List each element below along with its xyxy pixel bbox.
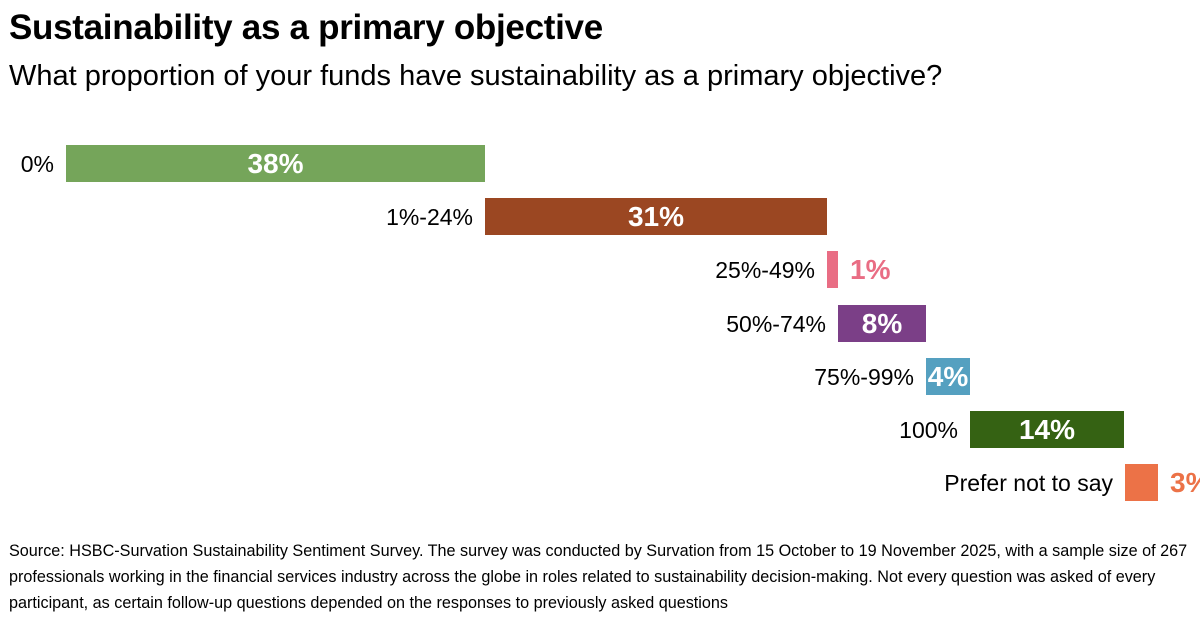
bar: [970, 411, 1124, 448]
data-label: 8%: [861, 307, 903, 339]
category-label: 25%-49%: [715, 257, 815, 284]
waterfall-chart: 0% 38% 1%-24% 31% 25%-49% 1% 50%-74% 8% 75%-99% 4…: [20, 145, 1200, 502]
data-label: 38%: [247, 148, 304, 179]
data-label: 3%: [1170, 467, 1200, 499]
source-note: Source: HSBC-Survation Sustainability Se…: [9, 542, 1188, 612]
bar: [1125, 464, 1158, 502]
bar: [827, 251, 838, 289]
bar: [838, 304, 926, 342]
data-label: 1%: [850, 254, 891, 286]
data-label: 14%: [1018, 414, 1076, 445]
bar: [66, 145, 485, 182]
chart-subtitle: What proportion of your funds have susta…: [9, 60, 943, 92]
category-label: 75%-99%: [814, 363, 914, 390]
category-label: Prefer not to say: [944, 470, 1113, 497]
category-label: 100%: [899, 417, 958, 443]
bar: [485, 198, 827, 236]
bar: [926, 357, 970, 395]
chart-title: Sustainability as a primary objective: [9, 8, 603, 47]
category-label: 50%-74%: [726, 310, 826, 337]
data-label: 31%: [627, 201, 685, 233]
data-label: 4%: [927, 360, 969, 392]
category-label: 1%-24%: [386, 204, 473, 231]
category-label: 0%: [20, 151, 54, 177]
